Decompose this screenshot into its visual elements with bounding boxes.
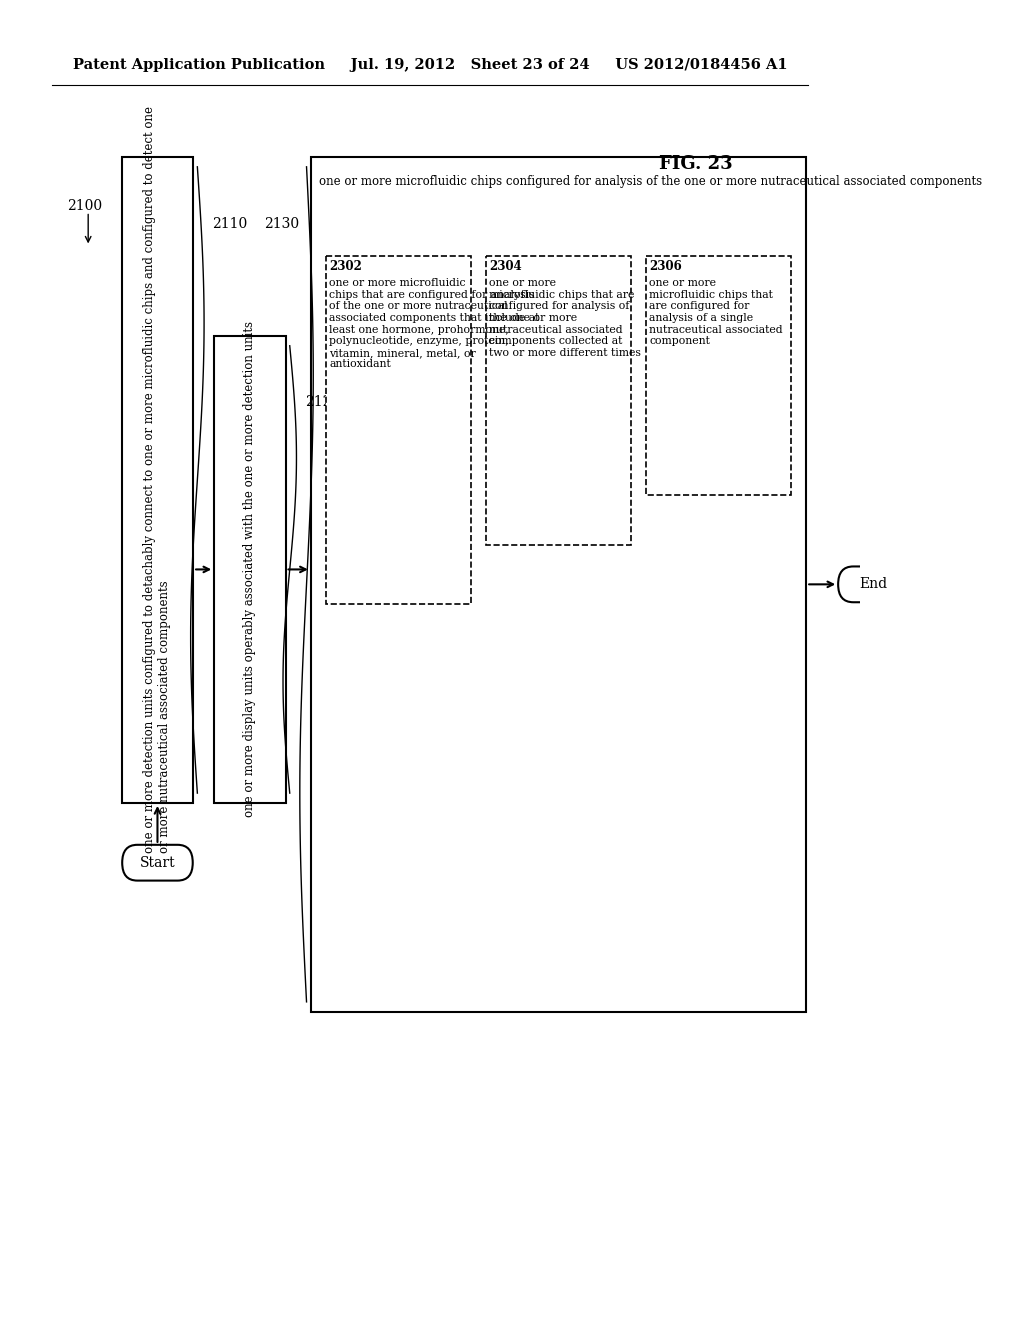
Text: 2120: 2120 (305, 396, 340, 409)
Text: one or more
microfluidic chips that are
configured for analysis of
the one or mo: one or more microfluidic chips that are … (489, 279, 641, 358)
Text: 2110: 2110 (212, 216, 248, 231)
FancyBboxPatch shape (486, 256, 631, 545)
FancyBboxPatch shape (326, 256, 471, 605)
FancyBboxPatch shape (646, 256, 792, 495)
Text: Patent Application Publication     Jul. 19, 2012   Sheet 23 of 24     US 2012/01: Patent Application Publication Jul. 19, … (73, 58, 787, 73)
Text: 2100: 2100 (68, 198, 102, 213)
Text: 2130: 2130 (264, 216, 300, 231)
Text: 2304: 2304 (489, 260, 522, 273)
Text: one or more display units operably associated with the one or more detection uni: one or more display units operably assoc… (244, 322, 256, 817)
Text: 2306: 2306 (649, 260, 682, 273)
FancyBboxPatch shape (214, 335, 286, 803)
Text: FIG. 23: FIG. 23 (659, 154, 733, 173)
Text: Start: Start (139, 855, 175, 870)
Text: one or more
microfluidic chips that
are configured for
analysis of a single
nutr: one or more microfluidic chips that are … (649, 279, 783, 346)
Text: 2302: 2302 (329, 260, 362, 273)
Text: End: End (859, 577, 888, 591)
FancyBboxPatch shape (838, 566, 908, 602)
Text: one or more microfluidic
chips that are configured for analysis
of the one or mo: one or more microfluidic chips that are … (329, 279, 540, 370)
Text: one or more microfluidic chips configured for analysis of the one or more nutrac: one or more microfluidic chips configure… (319, 174, 982, 187)
FancyBboxPatch shape (122, 157, 194, 803)
FancyBboxPatch shape (122, 845, 193, 880)
Text: one or more detection units configured to detachably connect to one or more micr: one or more detection units configured t… (143, 107, 171, 854)
FancyBboxPatch shape (310, 157, 806, 1012)
